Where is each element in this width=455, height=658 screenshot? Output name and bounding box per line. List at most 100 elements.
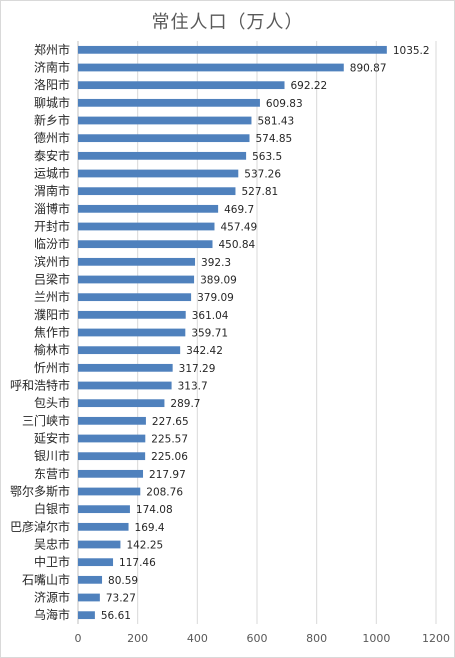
bar — [78, 575, 103, 584]
bar — [78, 363, 173, 372]
bar — [78, 593, 100, 602]
category-label: 运城市 — [34, 166, 70, 181]
category-label: 临汾市 — [34, 236, 70, 251]
category-label: 包头市 — [34, 395, 70, 410]
value-label: 142.25 — [126, 540, 163, 552]
bar — [78, 381, 172, 390]
x-tick-label: 0 — [75, 632, 82, 645]
bar — [78, 169, 239, 178]
value-label: 208.76 — [146, 487, 183, 499]
value-label: 342.42 — [186, 345, 223, 357]
category-label: 兰州市 — [34, 289, 70, 304]
value-label: 313.7 — [178, 381, 208, 393]
category-label: 济南市 — [34, 60, 70, 75]
category-label: 延安市 — [34, 431, 70, 446]
category-label: 白银市 — [34, 501, 70, 516]
category-label: 中卫市 — [34, 554, 70, 569]
bar — [78, 540, 121, 549]
value-label: 457.49 — [220, 222, 257, 234]
bar — [78, 293, 192, 302]
category-label: 濮阳市 — [34, 307, 70, 322]
bar — [78, 487, 141, 496]
value-label: 225.06 — [151, 451, 188, 463]
category-label: 济源市 — [34, 590, 70, 605]
value-label: 289.7 — [170, 398, 200, 410]
value-label: 1035.2 — [393, 45, 430, 57]
category-label: 洛阳市 — [34, 77, 70, 92]
bar — [78, 134, 250, 143]
bar — [78, 257, 196, 266]
bar — [78, 416, 146, 425]
bar — [78, 116, 252, 125]
category-label: 石嘴山市 — [22, 572, 70, 587]
x-tick-label: 1000 — [362, 632, 390, 645]
value-label: 169.4 — [135, 522, 165, 534]
bar — [78, 222, 215, 231]
value-label: 73.27 — [106, 593, 136, 605]
category-label: 乌海市 — [34, 607, 70, 622]
bar — [78, 399, 165, 408]
category-label: 吕梁市 — [34, 272, 70, 287]
bar — [78, 434, 146, 443]
category-label: 吴忠市 — [34, 537, 70, 552]
category-label: 焦作市 — [34, 325, 70, 340]
value-label: 56.61 — [101, 610, 131, 622]
category-label: 鄂尔多斯市 — [10, 484, 70, 499]
bar — [78, 45, 387, 54]
bar — [78, 275, 195, 284]
value-label: 890.87 — [350, 63, 387, 75]
x-axis-ticks: 0 200 400 600 800 1000 1200 — [75, 632, 451, 645]
value-label: 174.08 — [136, 504, 173, 516]
value-labels: 1035.2 890.87 692.22 609.83 581.43 574.85 563.… — [101, 45, 430, 622]
bar — [78, 611, 95, 620]
category-label: 三门峡市 — [22, 413, 70, 428]
value-label: 574.85 — [255, 133, 292, 145]
x-tick-label: 800 — [306, 632, 327, 645]
category-label: 聊城市 — [34, 95, 70, 110]
category-label: 淄博市 — [34, 201, 70, 216]
value-label: 227.65 — [152, 416, 189, 428]
value-label: 537.26 — [244, 169, 281, 181]
bar — [78, 151, 247, 160]
category-label: 泰安市 — [34, 148, 70, 163]
bar — [78, 240, 213, 249]
category-label: 银川市 — [34, 448, 70, 463]
x-tick-label: 1200 — [422, 632, 450, 645]
bar — [78, 63, 344, 72]
value-label: 225.57 — [151, 434, 188, 446]
x-tick-label: 200 — [127, 632, 148, 645]
chart-title: 常住人口（万人） — [151, 12, 304, 33]
category-label: 榆林市 — [34, 342, 70, 357]
bar — [78, 187, 236, 196]
bar — [78, 204, 219, 213]
bar — [78, 469, 144, 478]
category-label: 呼和浩特市 — [10, 378, 70, 393]
value-label: 392.3 — [201, 257, 231, 269]
value-label: 581.43 — [257, 116, 294, 128]
category-label: 德州市 — [34, 130, 70, 145]
bar — [78, 522, 129, 531]
bar — [78, 505, 130, 514]
category-label: 新乡市 — [34, 113, 70, 128]
category-labels: 郑州市济南市洛阳市聊城市新乡市德州市泰安市运城市渭南市淄博市开封市临汾市滨州市吕… — [10, 42, 70, 622]
x-tick-label: 400 — [187, 632, 208, 645]
category-label: 巴彦淖尔市 — [10, 519, 70, 534]
bar — [78, 98, 260, 107]
value-label: 527.81 — [241, 186, 278, 198]
category-label: 渭南市 — [34, 183, 70, 198]
value-label: 359.71 — [191, 328, 228, 340]
bars — [78, 45, 387, 620]
bar — [78, 328, 186, 337]
value-label: 361.04 — [192, 310, 229, 322]
value-label: 80.59 — [108, 575, 138, 587]
value-label: 217.97 — [149, 469, 186, 481]
category-label: 开封市 — [34, 219, 70, 234]
bar — [78, 310, 186, 319]
bar — [78, 81, 285, 90]
bar — [78, 346, 181, 355]
value-label: 469.7 — [224, 204, 254, 216]
bar — [78, 558, 114, 567]
bar — [78, 452, 146, 461]
